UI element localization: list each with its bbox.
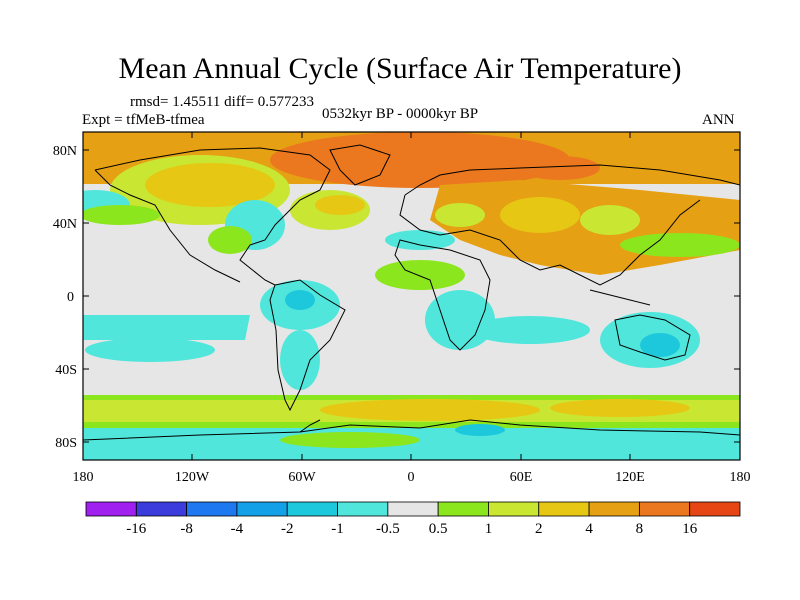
- lon-label-60e: 60E: [510, 470, 533, 485]
- colorbar-label-3: -2: [281, 521, 294, 537]
- colorbar-label-4: -1: [331, 521, 344, 537]
- lon-label-0: 0: [408, 470, 415, 485]
- colorbar-swatch-12: [689, 501, 741, 517]
- longitude-axis: 180 120W 60W 0 60E 120E 180: [73, 132, 751, 485]
- colorbar-swatch-4: [286, 501, 338, 517]
- colorbar-label-2: -4: [231, 521, 244, 537]
- colorbar-label-9: 4: [585, 521, 593, 537]
- colorbar-swatch-2: [186, 501, 238, 517]
- colorbar-label-1: -8: [180, 521, 193, 537]
- colorbar-swatch-0: [85, 501, 137, 517]
- lon-label-120e: 120E: [615, 470, 645, 485]
- lat-label-80n: 80N: [53, 144, 77, 159]
- colorbar-swatch-8: [488, 501, 540, 517]
- plot-title: Mean Annual Cycle (Surface Air Temperatu…: [118, 52, 682, 85]
- colorbar-swatch-5: [337, 501, 389, 517]
- lon-label-60w: 60W: [288, 470, 316, 485]
- colorbar-swatch-6: [387, 501, 439, 517]
- colorbar-swatch-1: [135, 501, 188, 517]
- lon-label-180e: 180: [730, 470, 751, 485]
- colorbar-label-7: 1: [485, 521, 493, 537]
- colorbar-swatch-9: [538, 501, 590, 517]
- colorbar-label-0: -16: [126, 521, 146, 537]
- colorbar-label-8: 2: [535, 521, 543, 537]
- colorbar-swatch-3: [236, 501, 288, 517]
- lon-label-180w: 180: [73, 470, 94, 485]
- coastlines: [83, 144, 740, 441]
- colorbar-label-5: -0.5: [376, 521, 400, 537]
- lon-label-120w: 120W: [175, 470, 210, 485]
- lat-label-0: 0: [67, 290, 74, 305]
- lat-label-40s: 40S: [55, 363, 77, 378]
- lat-label-40n: 40N: [53, 217, 77, 232]
- temperature-field: [83, 132, 740, 460]
- lat-label-80s: 80S: [55, 436, 77, 451]
- colorbar-swatch-7: [437, 501, 489, 517]
- colorbar: -16 -8 -4 -2 -1 -0.5 0.5 1 2 4 8 16: [85, 501, 741, 537]
- colorbar-swatch-10: [588, 501, 640, 517]
- experiment-label: Expt = tfMeB-tfmea: [82, 112, 205, 128]
- colorbar-label-11: 16: [682, 521, 698, 537]
- period-label: 0532kyr BP - 0000kyr BP: [322, 106, 479, 122]
- colorbar-label-6: 0.5: [429, 521, 448, 537]
- season-label: ANN: [702, 112, 735, 128]
- rmsd-diff-stats: rmsd= 1.45511 diff= 0.577233: [130, 94, 314, 110]
- colorbar-swatch-11: [638, 501, 691, 517]
- latitude-axis: 80N 40N 0 40S 80S: [53, 144, 740, 451]
- colorbar-label-10: 8: [636, 521, 644, 537]
